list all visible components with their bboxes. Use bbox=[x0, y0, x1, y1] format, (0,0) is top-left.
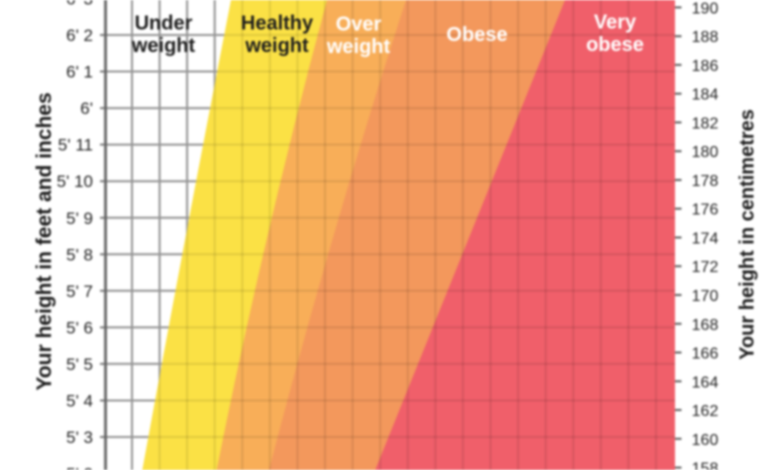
svg-text:Obese: Obese bbox=[446, 24, 507, 46]
svg-text:188: 188 bbox=[692, 29, 719, 46]
svg-text:5' 6: 5' 6 bbox=[66, 318, 93, 337]
svg-text:166: 166 bbox=[692, 346, 719, 363]
svg-text:190: 190 bbox=[692, 0, 719, 17]
svg-text:5' 2: 5' 2 bbox=[66, 465, 93, 470]
svg-text:160: 160 bbox=[692, 432, 719, 449]
svg-text:Your height in centimetres: Your height in centimetres bbox=[737, 109, 759, 360]
svg-text:Under: Under bbox=[135, 13, 193, 35]
svg-text:174: 174 bbox=[692, 231, 719, 248]
svg-text:164: 164 bbox=[692, 374, 719, 391]
svg-text:5' 7: 5' 7 bbox=[66, 282, 93, 301]
svg-text:5' 9: 5' 9 bbox=[66, 209, 93, 228]
svg-text:186: 186 bbox=[692, 58, 719, 75]
svg-text:5' 3: 5' 3 bbox=[66, 428, 93, 447]
svg-text:6': 6' bbox=[80, 99, 93, 118]
svg-text:Healthy: Healthy bbox=[241, 13, 314, 35]
svg-text:obese: obese bbox=[586, 34, 644, 56]
svg-text:180: 180 bbox=[692, 144, 719, 161]
svg-text:Very: Very bbox=[594, 12, 637, 34]
svg-text:weight: weight bbox=[326, 36, 391, 58]
svg-text:5' 4: 5' 4 bbox=[66, 392, 93, 411]
svg-text:6' 1: 6' 1 bbox=[66, 63, 93, 82]
svg-text:158: 158 bbox=[692, 461, 719, 470]
svg-text:162: 162 bbox=[692, 403, 719, 420]
svg-text:weight: weight bbox=[131, 35, 196, 57]
svg-text:Your height in feet and inches: Your height in feet and inches bbox=[33, 92, 56, 390]
svg-text:184: 184 bbox=[692, 87, 719, 104]
svg-text:178: 178 bbox=[692, 173, 719, 190]
svg-text:176: 176 bbox=[692, 202, 719, 219]
svg-text:182: 182 bbox=[692, 115, 719, 132]
svg-text:6' 2: 6' 2 bbox=[66, 26, 93, 45]
svg-text:6' 3: 6' 3 bbox=[66, 0, 93, 9]
svg-text:170: 170 bbox=[692, 288, 719, 305]
svg-text:weight: weight bbox=[244, 35, 309, 57]
svg-text:5' 5: 5' 5 bbox=[66, 355, 93, 374]
svg-text:5' 10: 5' 10 bbox=[57, 172, 93, 191]
svg-text:5' 8: 5' 8 bbox=[66, 245, 93, 264]
svg-text:168: 168 bbox=[692, 317, 719, 334]
svg-text:5' 11: 5' 11 bbox=[58, 136, 93, 155]
svg-text:Over: Over bbox=[336, 14, 382, 36]
svg-text:172: 172 bbox=[692, 259, 719, 276]
